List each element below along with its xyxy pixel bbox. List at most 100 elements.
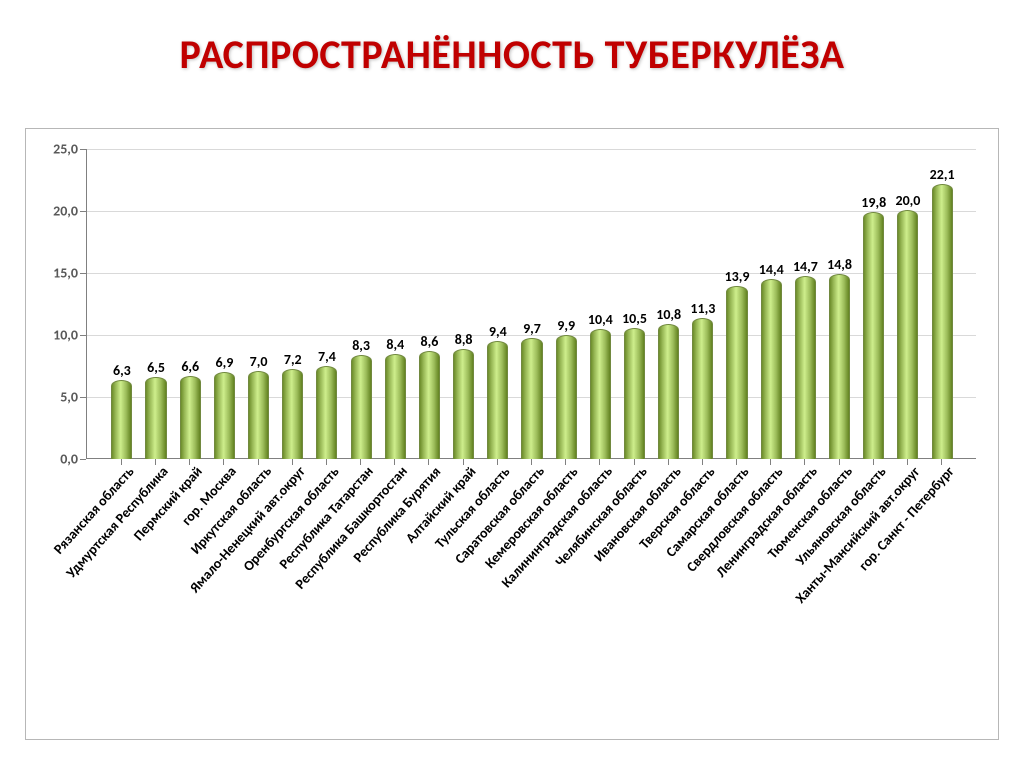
data-label: 9,9: [557, 317, 575, 334]
x-tick-mark: [770, 459, 771, 465]
bar-slot: 11,3Тверская область: [685, 149, 719, 459]
data-label: 14,8: [827, 256, 852, 273]
data-label: 9,4: [489, 323, 507, 340]
bar-slot: 9,4Тульская область: [480, 149, 514, 459]
x-tick-mark: [941, 459, 942, 465]
page-title: РАСПРОСТРАНЁННОСТЬ ТУБЕРКУЛЁЗА: [0, 0, 1024, 79]
data-label: 10,5: [622, 310, 647, 327]
bar-slot: 20,0Ханты-Мансийский авт.округ: [890, 149, 924, 459]
bar-slot: 7,0Иркутская область: [241, 149, 275, 459]
x-tick-mark: [463, 459, 464, 465]
bar-slot: 8,8Алтайский край: [446, 149, 480, 459]
bar: 7,4: [316, 366, 337, 459]
bar: 10,4: [590, 329, 611, 459]
bar: 8,8: [453, 349, 474, 459]
data-label: 22,1: [930, 166, 955, 183]
bar-slot: 14,8Тюменская область: [821, 149, 855, 459]
bars: 6,3Рязанская область6,5Удмуртская Респуб…: [86, 149, 976, 459]
x-tick-mark: [360, 459, 361, 465]
bar-slot: 6,3Рязанская область: [104, 149, 138, 459]
x-tick-mark: [155, 459, 156, 465]
data-label: 10,4: [588, 311, 613, 328]
bar: 14,7: [795, 276, 816, 459]
bar: 10,8: [658, 324, 679, 459]
data-label: 6,9: [215, 354, 233, 371]
slide: РАСПРОСТРАНЁННОСТЬ ТУБЕРКУЛЁЗА 0,05,010,…: [0, 0, 1024, 768]
bar-slot: 13,9Самарская область: [719, 149, 753, 459]
bar: 20,0: [897, 210, 918, 459]
x-tick-mark: [258, 459, 259, 465]
bar: 8,4: [385, 354, 406, 459]
bar: 11,3: [692, 318, 713, 459]
data-label: 8,6: [421, 333, 439, 350]
bar: 7,0: [248, 371, 269, 459]
bar-slot: 7,2Ямало-Ненецкий авт.округ: [275, 149, 309, 459]
bar-slot: 19,8Ульяновская область: [856, 149, 890, 459]
bar-slot: 8,4Республика Башкортостан: [377, 149, 411, 459]
plot-area: 0,05,010,015,020,025,0 6,3Рязанская обла…: [86, 149, 976, 459]
data-label: 8,8: [455, 331, 473, 348]
x-tick-mark: [531, 459, 532, 465]
bar: 9,7: [521, 338, 542, 459]
bar-slot: 6,6Пермский край: [172, 149, 206, 459]
data-label: 7,4: [318, 348, 336, 365]
data-label: 6,6: [181, 358, 199, 375]
data-label: 7,2: [284, 351, 302, 368]
data-label: 19,8: [861, 194, 886, 211]
bar-slot: 10,5Челябинская область: [616, 149, 650, 459]
x-tick-mark: [839, 459, 840, 465]
x-tick-mark: [702, 459, 703, 465]
x-tick-mark: [189, 459, 190, 465]
x-tick-mark: [292, 459, 293, 465]
bar: 14,4: [761, 279, 782, 459]
x-tick-mark: [121, 459, 122, 465]
data-label: 13,9: [725, 268, 750, 285]
bar: 9,4: [487, 341, 508, 459]
bar-slot: 6,9гор. Москва: [206, 149, 240, 459]
bar: 6,3: [111, 380, 132, 459]
x-tick-mark: [907, 459, 908, 465]
data-label: 14,4: [759, 261, 784, 278]
bar-slot: 8,6Республика Бурятия: [411, 149, 445, 459]
bar-slot: 9,9Кемеровская область: [548, 149, 582, 459]
data-label: 8,3: [352, 337, 370, 354]
chart-frame: 0,05,010,015,020,025,0 6,3Рязанская обла…: [25, 128, 999, 740]
bar-slot: 6,5Удмуртская Республика: [138, 149, 172, 459]
data-label: 9,7: [523, 320, 541, 337]
x-tick-mark: [634, 459, 635, 465]
bar: 14,8: [829, 274, 850, 459]
data-label: 11,3: [690, 300, 715, 317]
bar: 10,5: [624, 328, 645, 459]
data-label: 14,7: [793, 258, 818, 275]
bar: 6,9: [214, 372, 235, 459]
data-label: 10,8: [656, 306, 681, 323]
x-tick-mark: [497, 459, 498, 465]
data-label: 7,0: [250, 353, 268, 370]
bar-slot: 7,4Оренбургская область: [309, 149, 343, 459]
bar-slot: 22,1гор. Санкт - Петербург: [924, 149, 958, 459]
bar-slot: 14,4Свердловская область: [753, 149, 787, 459]
y-tick-mark: [80, 459, 86, 460]
x-tick-mark: [668, 459, 669, 465]
data-label: 6,5: [147, 359, 165, 376]
bar: 9,9: [556, 335, 577, 459]
bar: 6,5: [145, 377, 166, 459]
data-label: 8,4: [386, 336, 404, 353]
x-tick-mark: [873, 459, 874, 465]
bar: 8,6: [419, 351, 440, 459]
x-tick-mark: [736, 459, 737, 465]
bar-slot: 10,4Калининградская область: [582, 149, 616, 459]
data-label: 6,3: [113, 362, 131, 379]
bar: 6,6: [180, 376, 201, 459]
bar-slot: 14,7Ленинградская область: [787, 149, 821, 459]
x-tick-mark: [565, 459, 566, 465]
bar: 8,3: [351, 355, 372, 459]
bar: 13,9: [726, 286, 747, 459]
bar-slot: 10,8Ивановская область: [651, 149, 685, 459]
bar: 19,8: [863, 212, 884, 459]
x-tick-mark: [326, 459, 327, 465]
bar: 7,2: [282, 369, 303, 459]
bar-slot: 9,7Саратовская область: [514, 149, 548, 459]
bar: 22,1: [932, 184, 953, 459]
bar-slot: 8,3Республика Татарстан: [343, 149, 377, 459]
